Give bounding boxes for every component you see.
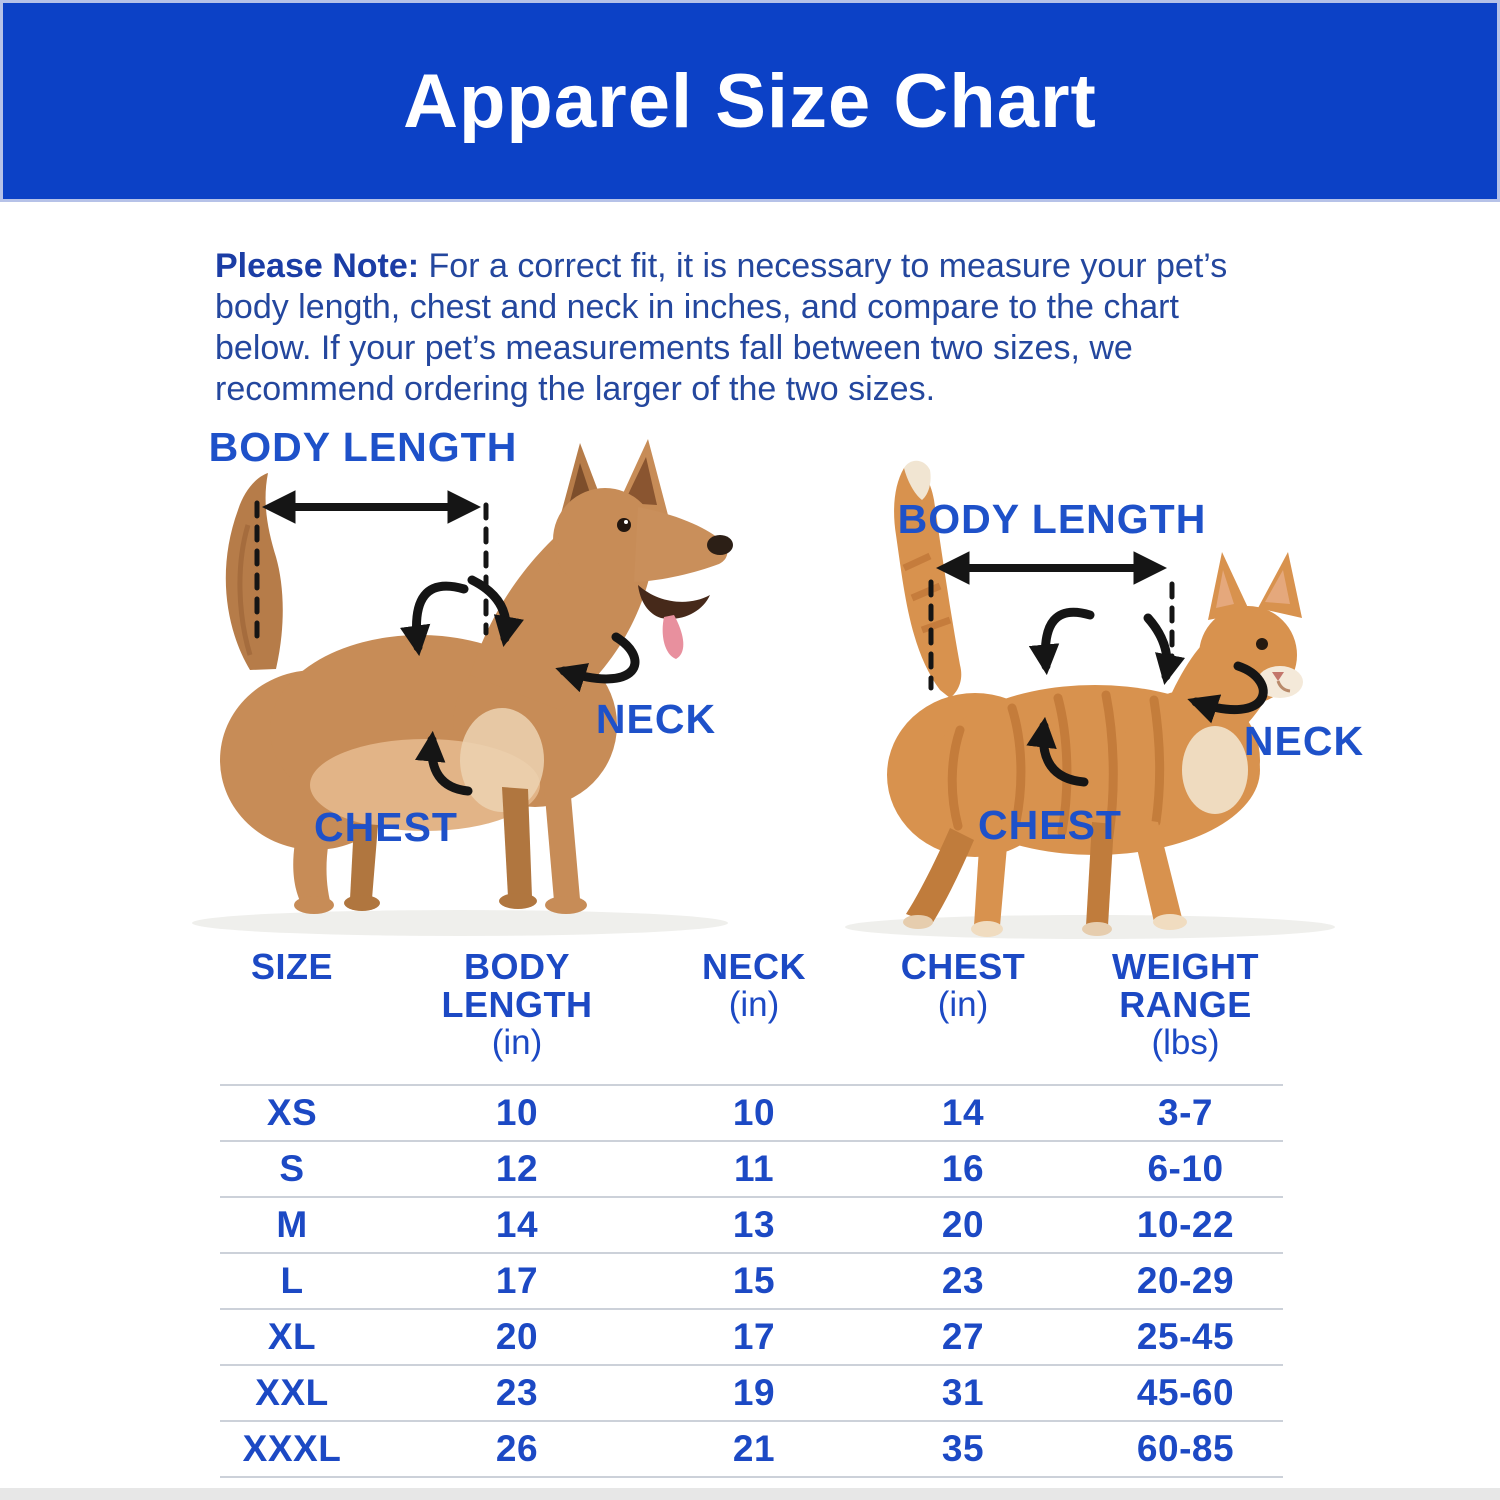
table-row-m: M 14 13 20 10-22 [220, 1196, 1283, 1252]
dog-chest-arrow [414, 730, 473, 796]
col-header-size: SIZE [250, 946, 333, 987]
dog-body-length-label: BODY LENGTH [208, 424, 518, 470]
dog-head [553, 439, 733, 659]
cat-body-length-label: BODY LENGTH [897, 496, 1207, 542]
dog-neck-label: NECK [595, 696, 717, 742]
cat-neck-label: NECK [1243, 718, 1365, 764]
size-table: SIZE BODY LENGTH (in) NECK (in) CHEST (in) … [220, 948, 1283, 1478]
table-row-xl: XL 20 17 27 25-45 [220, 1308, 1283, 1364]
table-row-xxxl: XXXL 26 21 35 60-85 [220, 1420, 1283, 1476]
dog-girth-arrow-left [399, 581, 469, 657]
col-header-weight-range: WEIGHT RANGE (lbs) [1112, 946, 1259, 1062]
table-row-xxl: XXL 23 19 31 45-60 [220, 1364, 1283, 1420]
col-header-neck: NECK (in) [701, 946, 806, 1024]
note-line: body length, chest and neck in inches, a… [215, 288, 1179, 326]
header-banner: Apparel Size Chart [0, 0, 1500, 202]
cat-chest-arrow [1026, 716, 1089, 787]
note-line: Please Note: For a correct fit, it is ne… [215, 247, 1228, 285]
table-row-l: L 17 15 23 20-29 [220, 1252, 1283, 1308]
note-line: below. If your pet’s measurements fall b… [215, 329, 1133, 367]
cat-body [887, 460, 1275, 937]
dog-shadow [192, 910, 728, 936]
page-title: Apparel Size Chart [403, 58, 1097, 144]
dog-neck-arrow [555, 632, 640, 693]
cat-girth-arrow-right [1143, 613, 1186, 686]
cat-head [1199, 552, 1303, 704]
size-table-header: SIZE BODY LENGTH (in) NECK (in) CHEST (in) … [220, 948, 1283, 1062]
cat-neck-arrow [1187, 661, 1268, 724]
note-label: Please Note: [215, 247, 420, 285]
cat-girth-arrow-left [1028, 607, 1095, 676]
size-table-body: XS 10 10 14 3-7 S 12 11 16 6-10 M 14 13 20 10-22 L 17… [220, 1084, 1283, 1478]
cat-illustration [845, 460, 1335, 939]
table-row-s: S 12 11 16 6-10 [220, 1140, 1283, 1196]
dog-girth-arrow-right [467, 575, 524, 648]
dog-chest-label: CHEST [314, 804, 458, 850]
bottom-border-band [0, 1488, 1500, 1500]
dog-body [220, 473, 650, 914]
cat-chest-label: CHEST [978, 802, 1122, 848]
col-header-chest: CHEST (in) [900, 946, 1026, 1024]
note-paragraph: Please Note: For a correct fit, it is ne… [215, 246, 1260, 410]
note-line: recommend ordering the larger of the two… [215, 370, 936, 408]
dog-annotations [254, 490, 640, 796]
cat-annotations [928, 551, 1268, 787]
col-header-body-length: BODY LENGTH (in) [441, 946, 593, 1062]
dog-illustration [192, 439, 733, 936]
table-row-xs: XS 10 10 14 3-7 [220, 1084, 1283, 1140]
